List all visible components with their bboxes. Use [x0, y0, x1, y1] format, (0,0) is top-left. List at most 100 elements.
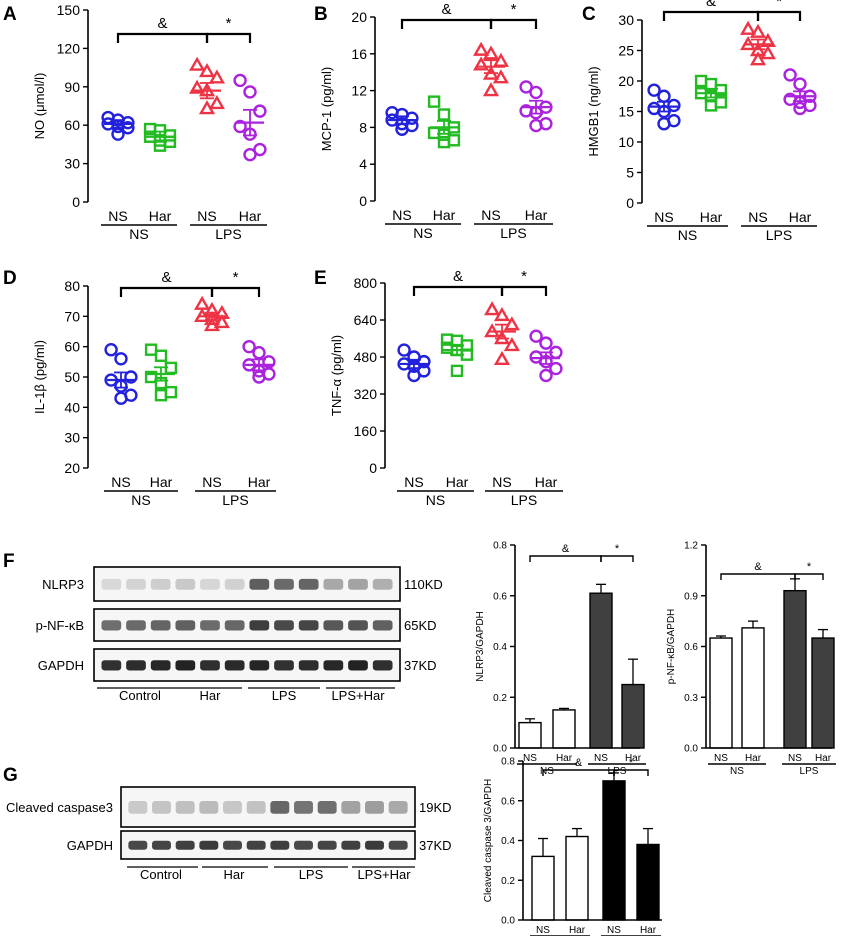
lane-group-label: LPS — [272, 688, 297, 703]
data-point — [198, 100, 216, 115]
y-tick-label: 320 — [354, 386, 378, 402]
significance-bracket — [756, 10, 802, 21]
blot-band — [365, 801, 384, 814]
y-tick-label: 10 — [618, 134, 634, 150]
blot-band — [323, 660, 344, 671]
blot-band — [249, 578, 270, 590]
group-label: LPS — [766, 227, 792, 243]
blot-band — [317, 801, 337, 814]
data-point — [154, 349, 168, 362]
x-category-label: NS — [492, 474, 511, 490]
data-point — [437, 108, 451, 121]
blot-band — [249, 660, 270, 671]
blot-band — [223, 801, 242, 814]
y-tick-label: 90 — [64, 79, 80, 95]
x-category-label: Har — [535, 474, 558, 490]
y-tick-label: 12 — [351, 83, 367, 99]
molecular-weight-label: 110KD — [404, 577, 443, 592]
y-tick-label: 0 — [72, 194, 80, 210]
data-point — [704, 99, 718, 112]
data-point — [482, 82, 500, 97]
data-point — [484, 301, 501, 316]
y-tick-label: 0.3 — [684, 693, 698, 704]
blot-band — [126, 660, 146, 671]
blot-band — [150, 660, 171, 671]
blot-band — [128, 801, 148, 814]
y-tick-label: 0.4 — [493, 642, 507, 653]
blot-band — [152, 801, 171, 814]
y-tick-label: 0 — [369, 460, 377, 476]
data-point — [793, 101, 807, 116]
significance-bracket — [613, 769, 649, 776]
x-category-label: Har — [446, 474, 469, 490]
y-axis-label: NLRP3/GAPDH — [475, 611, 486, 682]
molecular-weight-label: 37KD — [419, 838, 452, 853]
significance-label: & — [161, 269, 171, 286]
blot-band — [200, 620, 220, 631]
panel-letter: C — [582, 4, 596, 25]
x-category-label: NS — [108, 208, 127, 224]
significance-label: * — [615, 543, 620, 555]
data-point — [427, 95, 441, 108]
y-tick-label: 30 — [64, 156, 80, 172]
data-point — [529, 85, 543, 100]
significance-label: * — [629, 757, 634, 769]
blot-band — [298, 578, 319, 590]
data-point — [740, 20, 757, 35]
blot-band — [175, 660, 196, 671]
group-label: NS — [131, 492, 150, 508]
y-tick-label: 80 — [64, 278, 80, 294]
significance-bracket — [794, 573, 824, 580]
data-point — [104, 343, 118, 357]
data-point — [233, 119, 247, 134]
x-category-label: Har — [525, 207, 548, 223]
bar — [741, 627, 765, 749]
blot-band — [101, 578, 122, 590]
significance-label: & — [706, 0, 716, 10]
blot-band — [274, 620, 294, 631]
data-point — [539, 368, 553, 383]
data-point — [549, 361, 563, 376]
blot-band — [223, 840, 242, 850]
x-category-label: NS — [714, 753, 728, 764]
data-point — [243, 147, 257, 162]
data-point — [405, 111, 419, 125]
data-point — [473, 41, 490, 56]
data-point — [252, 346, 266, 360]
y-axis-label: Cleaved caspase 3/GAPDH — [483, 779, 494, 902]
y-tick-label: 0.0 — [501, 916, 515, 927]
lane-group-label: LPS+Har — [357, 867, 411, 882]
x-category-label: Har — [640, 925, 657, 936]
y-tick-label: 0.6 — [501, 796, 515, 807]
data-point — [793, 77, 807, 91]
y-tick-label: 30 — [64, 430, 80, 446]
lane-group-label: Control — [119, 688, 161, 703]
blot-band — [365, 840, 384, 850]
y-tick-label: 120 — [57, 40, 81, 56]
data-point — [243, 85, 257, 99]
bar — [552, 709, 576, 749]
group-label: NS — [129, 226, 148, 242]
data-point — [213, 313, 230, 329]
data-point — [492, 69, 509, 84]
blot-band — [294, 840, 313, 850]
data-point — [437, 135, 451, 149]
blot-band — [150, 578, 171, 590]
group-label: NS — [413, 225, 432, 241]
significance-bracket — [210, 286, 261, 297]
y-tick-label: 20 — [64, 460, 80, 476]
significance-label: & — [157, 15, 167, 32]
x-category-label: Har — [789, 209, 812, 225]
group-label: NS — [540, 766, 554, 777]
blot-band — [274, 660, 294, 671]
protein-label: NLRP3 — [42, 577, 84, 592]
x-category-label: NS — [111, 474, 130, 490]
data-point — [749, 51, 767, 66]
data-point — [253, 142, 267, 157]
protein-label: p-NF-κB — [36, 618, 84, 633]
